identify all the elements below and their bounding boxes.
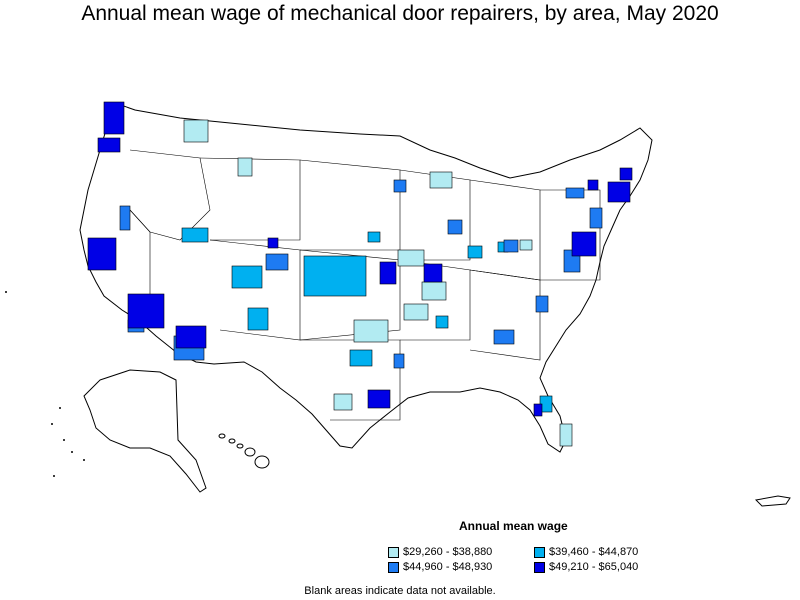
metro-area [267, 237, 279, 249]
metro-area [367, 231, 381, 243]
metro-area [181, 227, 209, 243]
legend-item-3: $44,960 - $48,930 [388, 561, 492, 573]
hawaii-islands [218, 433, 270, 469]
metro-area [353, 319, 389, 343]
map-title: Annual mean wage of mechanical door repa… [81, 2, 719, 25]
metro-area [379, 261, 397, 285]
metro-area [247, 307, 269, 331]
metro-area [237, 157, 253, 177]
metro-area [533, 403, 543, 417]
legend-swatch-4 [534, 561, 545, 573]
puerto-rico-outline [754, 495, 791, 507]
metro-area [97, 137, 121, 153]
metro-area [393, 353, 405, 369]
metro-area [103, 101, 125, 135]
metro-area [175, 325, 207, 349]
legend-label-1: $29,260 - $38,880 [403, 546, 493, 558]
legend-label-3: $44,960 - $48,930 [403, 561, 493, 573]
metro-area [127, 293, 165, 329]
metro-area [403, 303, 429, 321]
footnote: Blank areas indicate data not available. [304, 585, 496, 597]
legend-label-4: $49,210 - $65,040 [549, 561, 639, 573]
metro-area [589, 207, 603, 229]
metro-area [349, 349, 373, 367]
metro-area [435, 315, 449, 329]
metro-area [119, 205, 131, 231]
metro-area [333, 393, 353, 411]
metro-area [183, 119, 209, 143]
legend-label-2: $39,460 - $44,870 [549, 546, 639, 558]
metro-area [429, 171, 453, 189]
metro-area [519, 239, 533, 251]
metro-area [87, 237, 117, 271]
metro-area [607, 181, 631, 203]
legend-swatch-1 [388, 546, 399, 558]
metro-area [493, 329, 515, 345]
metro-area [423, 263, 443, 283]
metro-area [619, 167, 633, 181]
metro-area [397, 249, 425, 267]
metro-area [421, 281, 447, 301]
metro-area [587, 179, 599, 191]
metro-area [303, 255, 367, 297]
metro-area [447, 219, 463, 235]
legend-title: Annual mean wage [459, 519, 568, 533]
legend-item-1: $29,260 - $38,880 [388, 546, 492, 558]
metro-area [565, 187, 585, 199]
aleutian-islands [5, 291, 85, 477]
legend-swatch-3 [388, 561, 399, 573]
legend-item-4: $49,210 - $65,040 [534, 561, 638, 573]
legend-item-2: $39,460 - $44,870 [534, 546, 638, 558]
metro-area [393, 179, 407, 193]
alaska-outline [83, 369, 207, 493]
metro-areas [87, 101, 633, 447]
metro-area [367, 389, 391, 409]
metro-area [231, 265, 263, 289]
metro-area [535, 295, 549, 313]
metro-area [559, 423, 573, 447]
metro-area [265, 253, 289, 271]
metro-area [467, 245, 483, 259]
metro-area [503, 239, 519, 253]
legend-swatch-2 [534, 546, 545, 558]
metro-area [571, 231, 597, 257]
